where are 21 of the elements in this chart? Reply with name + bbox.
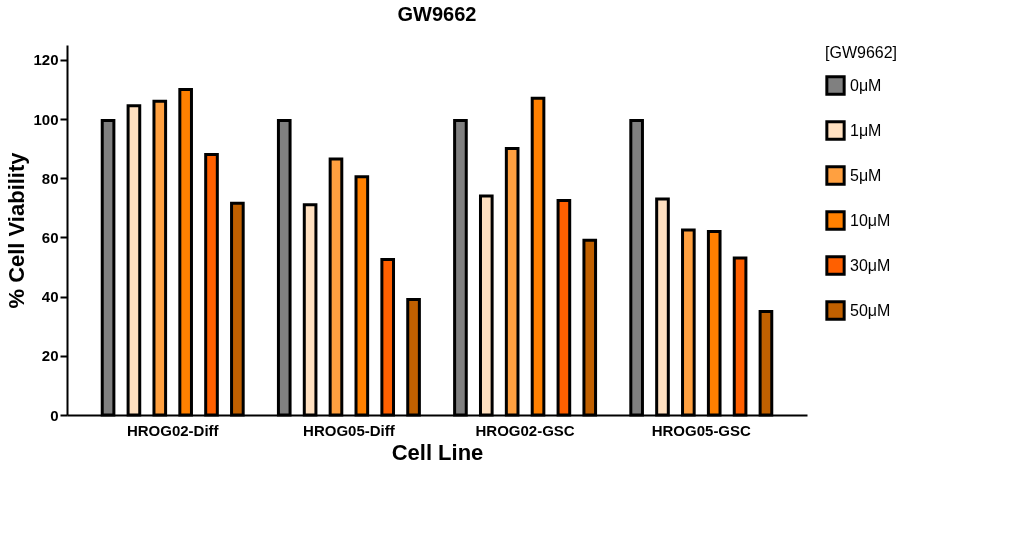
- y-tick-label: 120: [33, 51, 59, 69]
- x-tick-label: HROG02-Diff: [126, 421, 220, 439]
- legend-label: 10μM: [850, 211, 891, 229]
- y-tick-label: 0: [50, 406, 59, 424]
- y-tick-label: 100: [33, 110, 59, 128]
- x-axis-title: Cell Line: [391, 439, 484, 465]
- legend-label: 1μM: [850, 121, 882, 139]
- legend-title: [GW9662]: [825, 44, 898, 61]
- x-tick-label: HROG02-GSC: [475, 421, 575, 439]
- legend-label: 5μM: [850, 166, 882, 184]
- legend-label: 0μM: [850, 76, 882, 94]
- y-tick-label: 20: [41, 347, 59, 365]
- chart-title: GW9662: [397, 3, 477, 25]
- y-tick-label: 40: [41, 288, 59, 306]
- x-tick-label: HROG05-Diff: [303, 421, 396, 439]
- legend-label: 30μM: [850, 256, 891, 274]
- y-tick-label: 60: [41, 228, 59, 246]
- y-tick-label: 80: [41, 169, 59, 187]
- legend-label: 50μM: [850, 301, 891, 319]
- y-axis-title: % Cell Viability: [4, 151, 30, 309]
- x-tick-label: HROG05-GSC: [651, 421, 752, 439]
